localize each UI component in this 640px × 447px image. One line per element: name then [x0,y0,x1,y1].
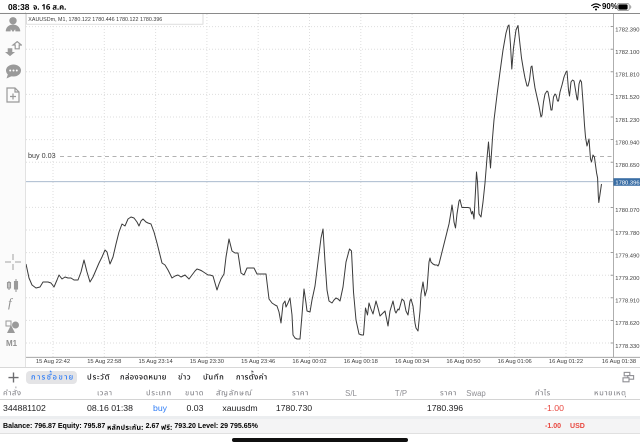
svg-text:1781.810: 1781.810 [615,73,639,79]
svg-text:1779.200: 1779.200 [615,276,639,282]
svg-text:15 Aug 22:58: 15 Aug 22:58 [87,359,121,365]
svg-text:16 Aug 01:22: 16 Aug 01:22 [549,359,583,365]
svg-text:1780.940: 1780.940 [615,140,639,146]
svg-text:1778.910: 1778.910 [615,299,639,305]
svg-text:XAUUSDm, M1, 1780.122 1780.446: XAUUSDm, M1, 1780.122 1780.446 1780.122 … [28,17,162,23]
svg-text:1780.396: 1780.396 [615,181,639,187]
svg-text:15 Aug 23:14: 15 Aug 23:14 [139,359,174,365]
svg-text:16 Aug 00:18: 16 Aug 00:18 [344,359,378,365]
svg-text:15 Aug 23:46: 15 Aug 23:46 [241,359,275,365]
svg-text:1778.620: 1778.620 [615,321,639,327]
svg-text:16 Aug 00:02: 16 Aug 00:02 [292,359,326,365]
svg-text:16 Aug 00:50: 16 Aug 00:50 [446,359,480,365]
svg-text:16 Aug 00:34: 16 Aug 00:34 [395,359,430,365]
svg-text:1782.100: 1782.100 [615,50,639,56]
svg-text:15 Aug 22:42: 15 Aug 22:42 [36,359,70,365]
svg-text:1778.330: 1778.330 [615,344,639,350]
svg-text:1781.520: 1781.520 [615,95,639,101]
svg-text:16 Aug 01:38: 16 Aug 01:38 [602,359,636,365]
svg-text:1779.490: 1779.490 [615,253,639,259]
svg-text:1781.230: 1781.230 [615,118,639,124]
svg-text:1779.780: 1779.780 [615,231,639,237]
svg-text:buy 0.03: buy 0.03 [28,151,56,160]
svg-text:1780.070: 1780.070 [615,208,639,214]
svg-text:1782.390: 1782.390 [615,27,639,33]
svg-text:15 Aug 23:30: 15 Aug 23:30 [190,359,224,365]
svg-text:16 Aug 01:06: 16 Aug 01:06 [498,359,532,365]
svg-text:1780.650: 1780.650 [615,163,639,169]
